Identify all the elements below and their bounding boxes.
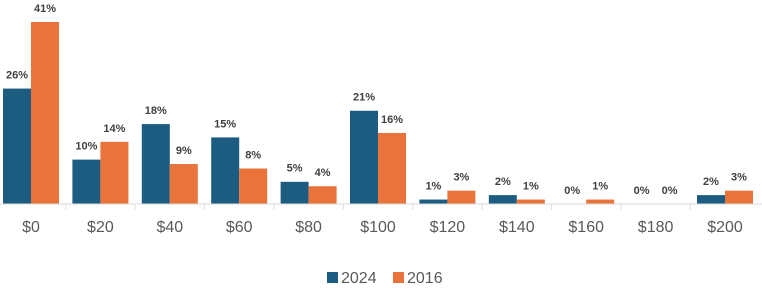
- bar: [447, 190, 476, 204]
- value-label: 10%: [75, 141, 97, 153]
- x-tick-label: $180: [638, 219, 674, 236]
- bar: [169, 164, 198, 204]
- x-tick-label: $140: [499, 219, 535, 236]
- legend-swatch: [327, 272, 338, 283]
- bar: [516, 199, 545, 204]
- value-label: 3%: [731, 172, 747, 184]
- value-label: 14%: [103, 123, 125, 135]
- bar: [350, 110, 378, 204]
- bar: [211, 137, 240, 204]
- value-label: 5%: [287, 163, 303, 175]
- bar: [419, 199, 448, 204]
- bar: [308, 186, 337, 204]
- value-label: 0%: [662, 185, 678, 197]
- bar: [141, 124, 170, 204]
- value-label: 21%: [353, 92, 375, 104]
- value-label: 3%: [453, 172, 469, 184]
- legend-swatch: [393, 272, 404, 283]
- value-label: 0%: [634, 185, 650, 197]
- x-tick-label: $20: [87, 219, 114, 236]
- x-tick-label: $40: [156, 219, 183, 236]
- bar: [378, 132, 406, 204]
- x-tick-label: $200: [707, 219, 743, 236]
- value-label: 1%: [592, 180, 608, 192]
- value-label: 41%: [34, 3, 56, 15]
- x-tick-label: $60: [226, 219, 253, 236]
- x-tick-label: $100: [360, 219, 396, 236]
- bar: [280, 181, 309, 204]
- value-label: 0%: [564, 185, 580, 197]
- bar: [725, 190, 753, 204]
- value-label: 26%: [6, 69, 28, 81]
- value-label: 15%: [214, 118, 236, 130]
- bar: [100, 141, 129, 204]
- value-label: 9%: [176, 145, 192, 157]
- legend-label: 2016: [407, 270, 443, 287]
- value-label: 2%: [703, 176, 719, 188]
- value-label: 1%: [425, 180, 441, 192]
- x-tick-label: $0: [22, 219, 40, 236]
- x-tick-label: $160: [568, 219, 604, 236]
- bar: [31, 22, 59, 204]
- legend-label: 2024: [341, 270, 377, 287]
- bar: [488, 195, 517, 204]
- value-label: 1%: [523, 180, 539, 192]
- bar: [697, 195, 725, 204]
- x-tick-label: $80: [295, 219, 322, 236]
- value-label: 16%: [381, 114, 403, 126]
- value-label: 18%: [145, 105, 167, 117]
- value-label: 2%: [495, 176, 511, 188]
- bar: [3, 88, 31, 204]
- bar: [72, 159, 101, 204]
- x-tick-label: $120: [430, 219, 466, 236]
- value-label: 4%: [315, 167, 331, 179]
- bar: [586, 199, 615, 204]
- value-label: 8%: [245, 149, 261, 161]
- bar: [239, 168, 268, 204]
